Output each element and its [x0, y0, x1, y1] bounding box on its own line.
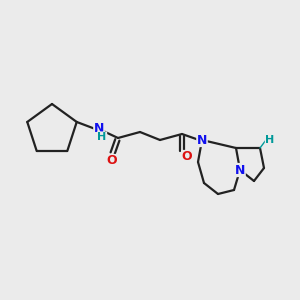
- Text: O: O: [182, 151, 192, 164]
- Text: N: N: [197, 134, 207, 146]
- Text: H: H: [98, 132, 106, 142]
- Text: N: N: [94, 122, 104, 134]
- Text: H: H: [266, 135, 274, 145]
- Text: N: N: [235, 164, 245, 176]
- Text: O: O: [107, 154, 117, 167]
